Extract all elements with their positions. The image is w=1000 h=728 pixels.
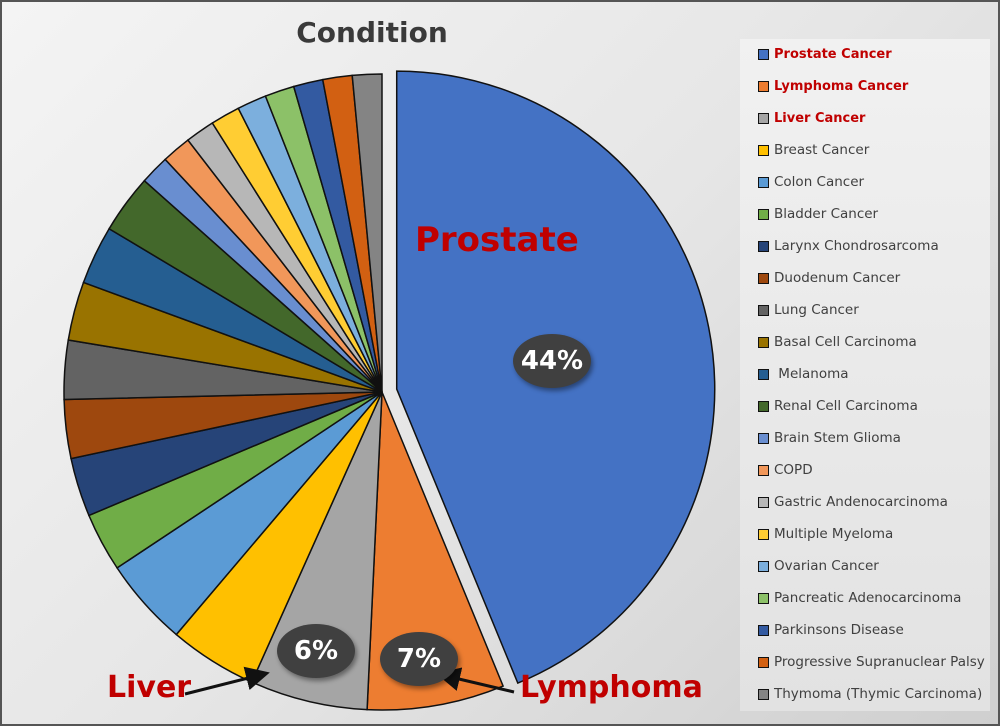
legend-swatch (758, 624, 769, 636)
legend-item: COPD (758, 460, 813, 480)
legend-label: Progressive Supranuclear Palsy (774, 654, 985, 670)
liver-arrow (184, 666, 270, 696)
liver-data-label: 6% (277, 624, 355, 678)
prostate-callout: Prostate (415, 220, 579, 260)
legend-label: Ovarian Cancer (774, 558, 879, 574)
legend-label: Pancreatic Adenocarcinoma (774, 590, 962, 606)
lymphoma-arrow (436, 667, 515, 694)
legend-label: Breast Cancer (774, 142, 870, 158)
legend-item: Larynx Chondrosarcoma (758, 236, 939, 256)
legend-swatch (758, 336, 769, 348)
legend: Prostate Cancer Lymphoma Cancer Liver Canc… (740, 39, 990, 711)
legend-swatch (758, 176, 769, 188)
legend-label: COPD (774, 462, 813, 478)
legend-label: Prostate Cancer (774, 46, 892, 62)
pie-slice-thymoma-thymic-carcinoma- (351, 73, 383, 393)
legend-label: Thymoma (Thymic Carcinoma) (774, 686, 983, 702)
legend-item: Duodenum Cancer (758, 268, 900, 288)
legend-label: Lung Cancer (774, 302, 859, 318)
legend-swatch (758, 112, 769, 124)
legend-item: Liver Cancer (758, 108, 865, 128)
legend-swatch (758, 208, 769, 220)
legend-swatch (758, 80, 769, 92)
legend-swatch (758, 272, 769, 284)
legend-label: Bladder Cancer (774, 206, 879, 222)
legend-label: Lymphoma Cancer (774, 78, 909, 94)
legend-item: Gastric Andenocarcinoma (758, 492, 948, 512)
legend-swatch (758, 656, 769, 668)
legend-item: Colon Cancer (758, 172, 864, 192)
legend-swatch (758, 528, 769, 540)
legend-swatch (758, 144, 769, 156)
legend-item: Progressive Supranuclear Palsy (758, 652, 985, 672)
legend-item: Thymoma (Thymic Carcinoma) (758, 684, 982, 704)
legend-swatch (758, 304, 769, 316)
legend-item: Breast Cancer (758, 140, 869, 160)
legend-item: Ovarian Cancer (758, 556, 879, 576)
legend-swatch (758, 688, 769, 700)
legend-swatch (758, 496, 769, 508)
legend-item: Bladder Cancer (758, 204, 878, 224)
legend-label: Duodenum Cancer (774, 270, 901, 286)
legend-swatch (758, 592, 769, 604)
legend-swatch (758, 240, 769, 252)
legend-item: Lung Cancer (758, 300, 859, 320)
legend-swatch (758, 464, 769, 476)
lymphoma-callout: Lymphoma (520, 670, 703, 705)
lymphoma-data-label: 7% (380, 632, 458, 686)
legend-label: Brain Stem Glioma (774, 430, 901, 446)
legend-item: Multiple Myeloma (758, 524, 893, 544)
legend-swatch (758, 560, 769, 572)
legend-item: Brain Stem Glioma (758, 428, 901, 448)
chart-title-text: Condition (296, 16, 448, 49)
legend-swatch (758, 432, 769, 444)
legend-item: Melanoma (758, 364, 849, 384)
legend-item: Prostate Cancer (758, 44, 892, 64)
legend-item: Basal Cell Carcinoma (758, 332, 917, 352)
legend-label: Colon Cancer (774, 174, 865, 190)
legend-item: Lymphoma Cancer (758, 76, 908, 96)
legend-label: Basal Cell Carcinoma (774, 334, 917, 350)
legend-swatch (758, 368, 769, 380)
legend-label: Melanoma (774, 366, 849, 382)
legend-label: Parkinsons Disease (774, 622, 904, 638)
legend-label: Gastric Andenocarcinoma (774, 494, 948, 510)
legend-item: Parkinsons Disease (758, 620, 904, 640)
legend-item: Renal Cell Carcinoma (758, 396, 918, 416)
prostate-data-label: 44% (513, 334, 591, 388)
legend-label: Liver Cancer (774, 110, 866, 126)
legend-label: Larynx Chondrosarcoma (774, 238, 939, 254)
legend-item: Pancreatic Adenocarcinoma (758, 588, 961, 608)
chart-title: Condition (2, 16, 1000, 49)
liver-callout: Liver (107, 670, 192, 705)
legend-swatch (758, 48, 769, 60)
legend-label: Multiple Myeloma (774, 526, 894, 542)
legend-swatch (758, 400, 769, 412)
legend-label: Renal Cell Carcinoma (774, 398, 918, 414)
